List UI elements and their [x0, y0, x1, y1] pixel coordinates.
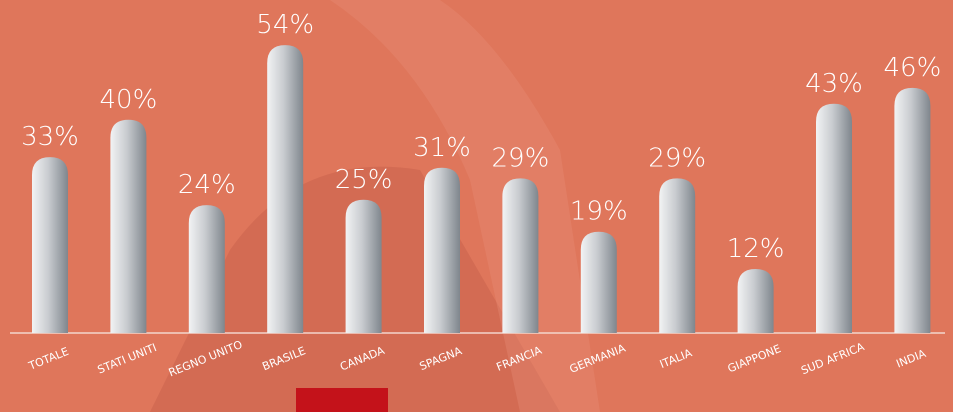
bar — [816, 103, 852, 333]
background-block — [296, 388, 388, 412]
value-label: 24% — [178, 170, 236, 200]
bar — [345, 199, 382, 333]
value-label: 40% — [100, 85, 158, 115]
value-label: 46% — [884, 53, 942, 83]
value-label: 29% — [492, 143, 550, 173]
bar — [267, 45, 304, 334]
bar — [580, 231, 617, 333]
value-label: 25% — [335, 165, 393, 195]
value-label: 31% — [413, 133, 471, 163]
bar — [188, 205, 225, 333]
value-label: 12% — [727, 234, 785, 264]
value-label: 54% — [256, 10, 314, 40]
bar — [32, 157, 68, 333]
value-label: 29% — [648, 143, 706, 173]
bar — [424, 167, 460, 333]
bar — [659, 178, 696, 333]
value-label: 33% — [21, 122, 79, 152]
value-label: 19% — [570, 197, 628, 227]
bar — [894, 87, 931, 333]
bar — [737, 269, 774, 333]
bar — [110, 119, 147, 333]
value-label: 43% — [805, 69, 863, 99]
bar — [502, 178, 539, 333]
